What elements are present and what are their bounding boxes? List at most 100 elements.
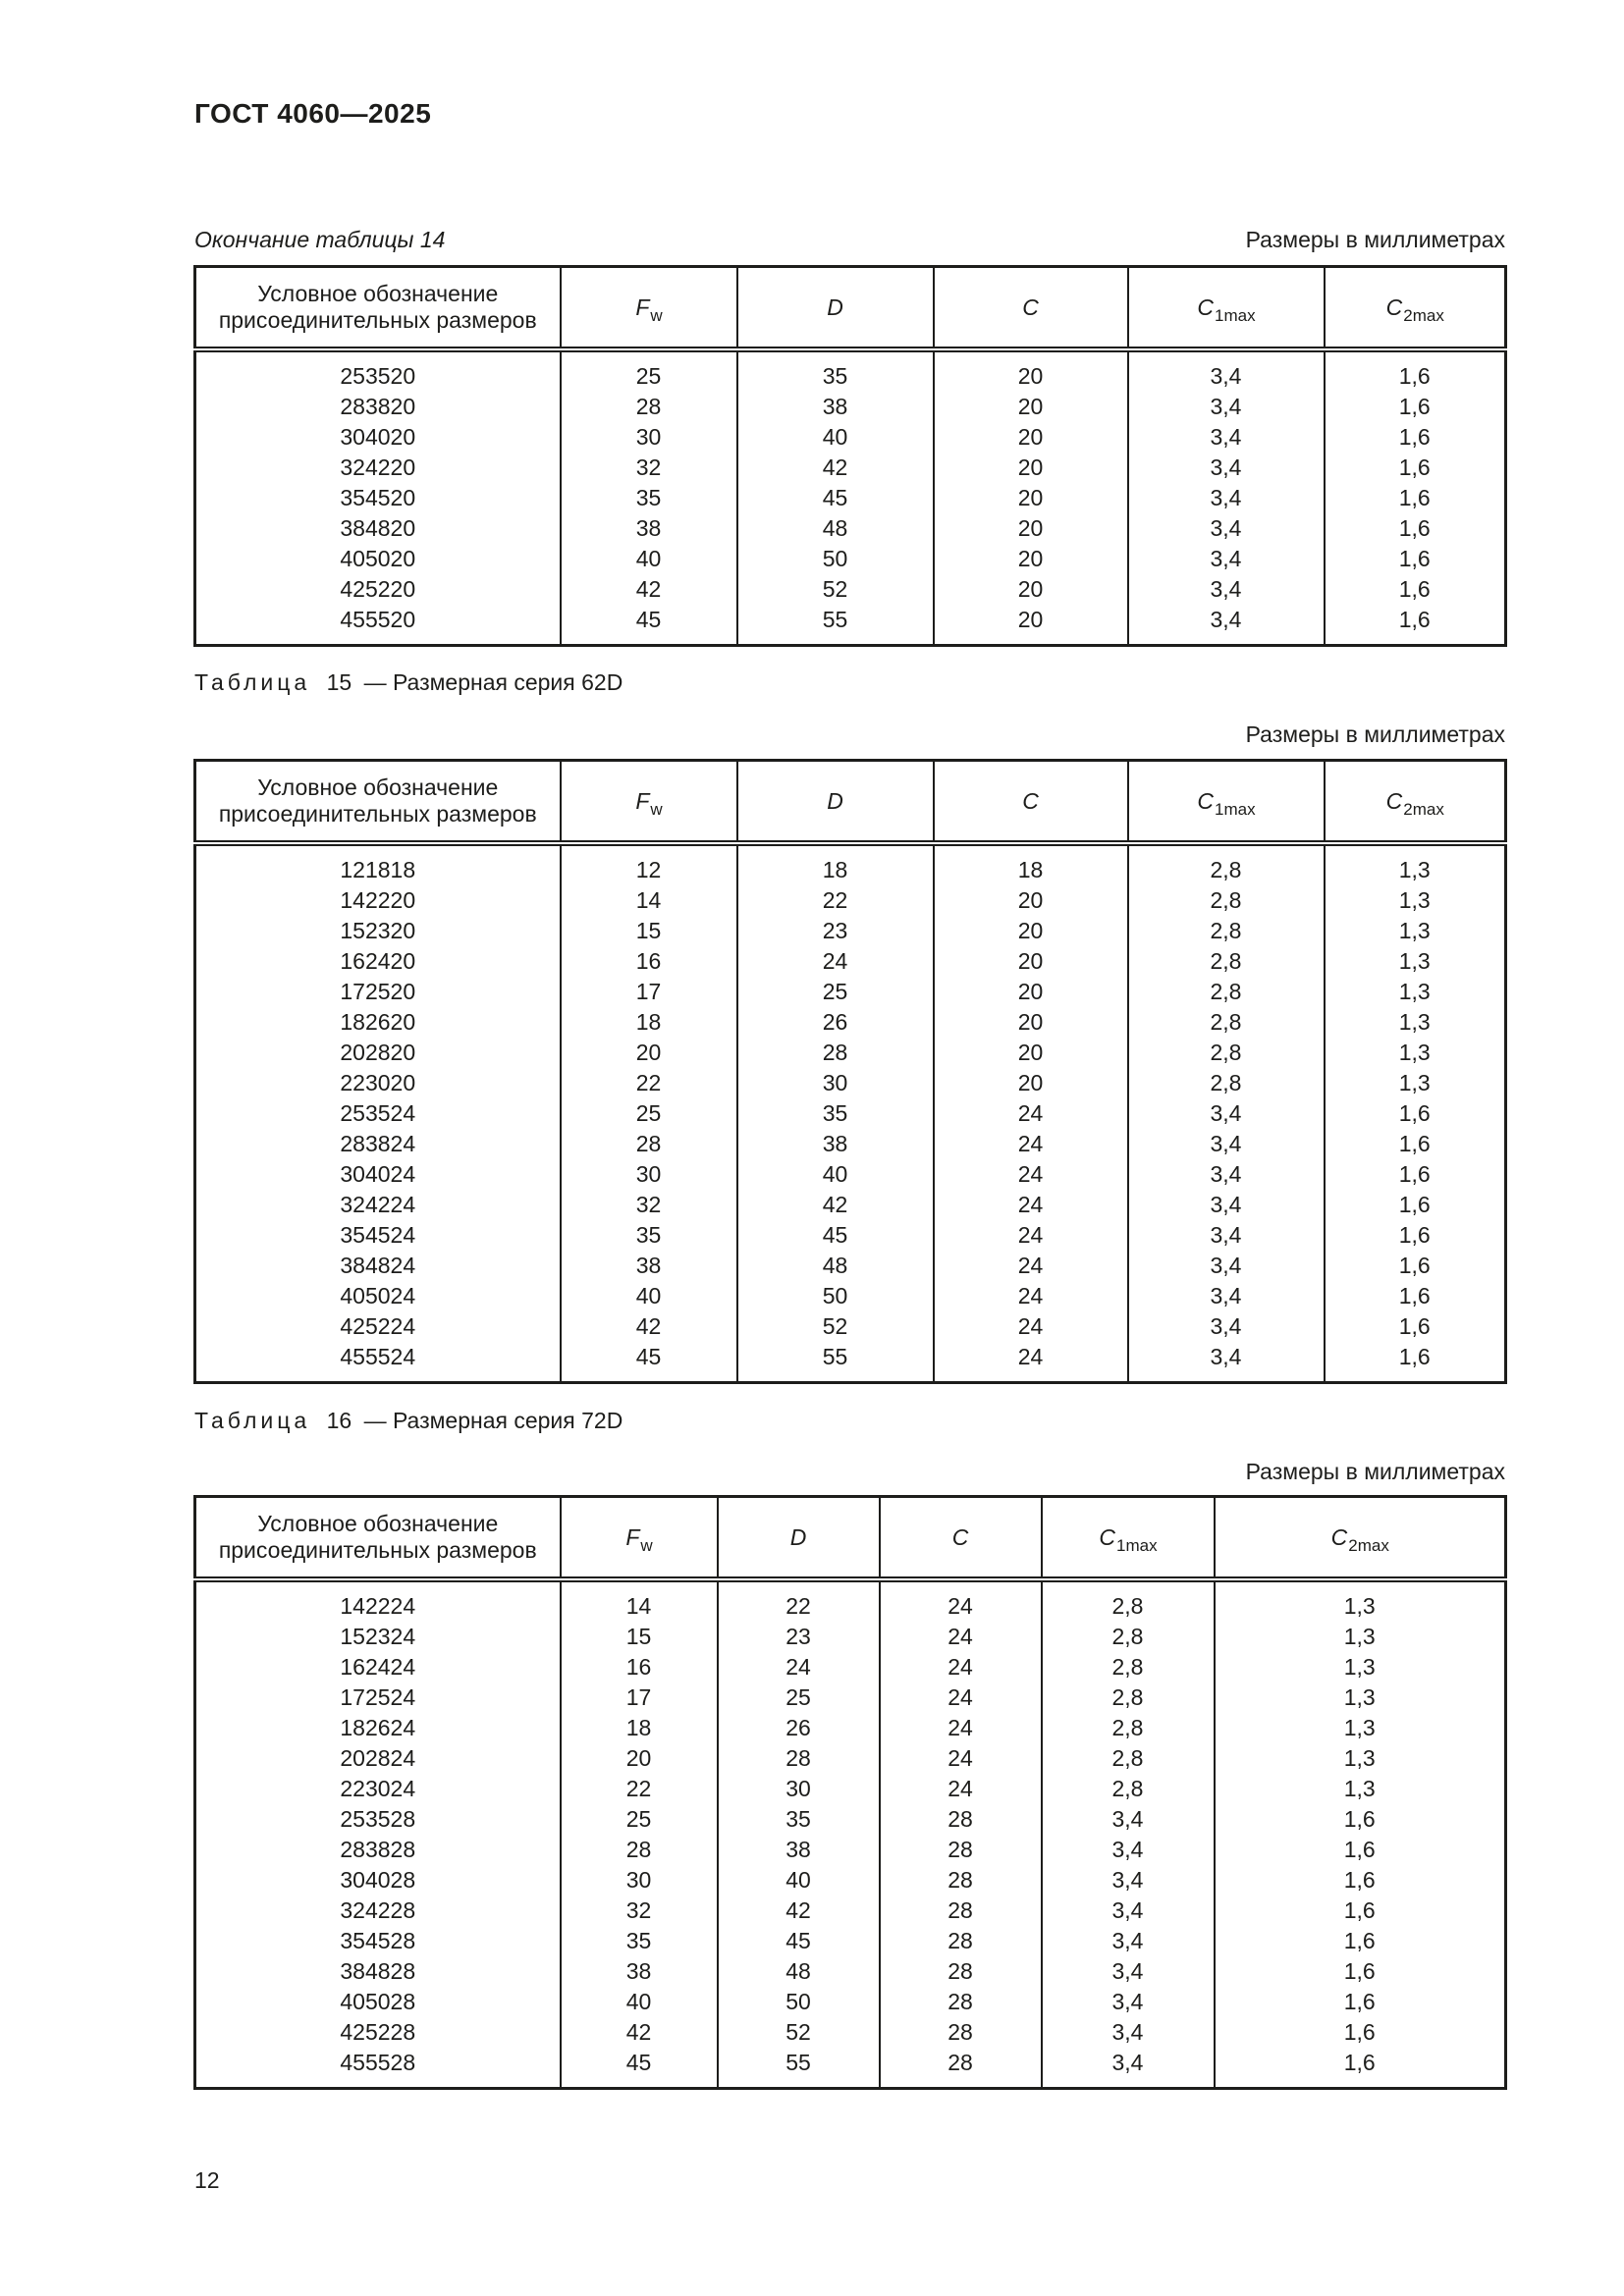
table-cell: 1,3 (1323, 885, 1507, 916)
table-cell: 384820 (193, 513, 562, 544)
table-cell: 38 (735, 392, 935, 422)
table-cell: 25 (716, 1682, 881, 1713)
table-cell: 304020 (193, 422, 562, 453)
table-cell: 3,4 (1040, 1804, 1216, 1835)
table-14-body: 253520 25 35 20 3,4 1,6 283820 28 38 20 3,4 1,6 3040… (193, 349, 1507, 646)
table-cell: 1,6 (1323, 513, 1507, 544)
table-cell: 38 (716, 1835, 881, 1865)
table-cell: 20 (932, 574, 1129, 605)
table-cell: 3,4 (1126, 544, 1326, 574)
table-cell: 20 (932, 453, 1129, 483)
table-cell: 25 (735, 977, 935, 1007)
table-cell: 45 (716, 1926, 881, 1956)
table-cell: 18 (735, 843, 935, 885)
table-row: 405028 40 50 28 3,4 1,6 (193, 1987, 1507, 2017)
table-cell: 32 (559, 453, 738, 483)
table-row: 324224 32 42 24 3,4 1,6 (193, 1190, 1507, 1220)
table-cell: 3,4 (1126, 1098, 1326, 1129)
table-cell: 3,4 (1040, 1926, 1216, 1956)
table-cell: 405024 (193, 1281, 562, 1311)
column-header-d: D (735, 266, 935, 352)
table-cell: 455524 (193, 1342, 562, 1383)
table15-caption-number: 15 (326, 669, 352, 695)
column-header-designation: Условное обозначение присоединительных р… (193, 266, 562, 352)
table-cell: 1,3 (1213, 1713, 1507, 1743)
column-header-d: D (716, 1496, 881, 1582)
table-cell: 28 (878, 1926, 1043, 1956)
table-cell: 2,8 (1126, 1038, 1326, 1068)
table-cell: 425220 (193, 574, 562, 605)
table-cell: 40 (559, 1281, 738, 1311)
table-cell: 354524 (193, 1220, 562, 1251)
table-cell: 30 (735, 1068, 935, 1098)
table-cell: 3,4 (1126, 483, 1326, 513)
table-cell: 1,3 (1213, 1774, 1507, 1804)
table-cell: 1,6 (1323, 1190, 1507, 1220)
table-cell: 202824 (193, 1743, 562, 1774)
column-header-c: C (932, 266, 1129, 352)
table-row: 121818 12 18 18 2,8 1,3 (193, 843, 1507, 885)
table-cell: 35 (559, 483, 738, 513)
table-cell: 3,4 (1126, 1251, 1326, 1281)
table-cell: 55 (735, 1342, 935, 1383)
table-cell: 17 (559, 1682, 719, 1713)
table-cell: 3,4 (1126, 1159, 1326, 1190)
table-cell: 1,6 (1323, 483, 1507, 513)
table-cell: 35 (559, 1926, 719, 1956)
table-cell: 3,4 (1040, 1835, 1216, 1865)
table-cell: 24 (878, 1652, 1043, 1682)
table-cell: 405028 (193, 1987, 562, 2017)
table-cell: 2,8 (1126, 946, 1326, 977)
table-cell: 22 (559, 1068, 738, 1098)
table-cell: 1,6 (1213, 1987, 1507, 2017)
table-cell: 283820 (193, 392, 562, 422)
table-row: 223024 22 30 24 2,8 1,3 (193, 1774, 1507, 1804)
units-note: Размеры в миллиметрах (1245, 1459, 1505, 1484)
table-cell: 425224 (193, 1311, 562, 1342)
table-cell: 1,3 (1323, 1007, 1507, 1038)
table-cell: 20 (932, 513, 1129, 544)
table-cell: 3,4 (1126, 1281, 1326, 1311)
table-cell: 1,6 (1323, 605, 1507, 646)
table-cell: 223020 (193, 1068, 562, 1098)
table-cell: 38 (559, 1956, 719, 1987)
table-cell: 16 (559, 1652, 719, 1682)
table-cell: 1,6 (1323, 422, 1507, 453)
table-cell: 24 (878, 1622, 1043, 1652)
table-cell: 24 (878, 1743, 1043, 1774)
table-cell: 3,4 (1126, 1342, 1326, 1383)
table-cell: 384824 (193, 1251, 562, 1281)
table-cell: 35 (716, 1804, 881, 1835)
table-cell: 3,4 (1126, 605, 1326, 646)
table-cell: 32 (559, 1190, 738, 1220)
table-cell: 172520 (193, 977, 562, 1007)
table-cell: 2,8 (1126, 1007, 1326, 1038)
table-cell: 40 (716, 1865, 881, 1896)
table-cell: 25 (559, 1098, 738, 1129)
table-cell: 324220 (193, 453, 562, 483)
table-row: 202824 20 28 24 2,8 1,3 (193, 1743, 1507, 1774)
table-cell: 42 (735, 1190, 935, 1220)
table-cell: 1,6 (1323, 392, 1507, 422)
table-cell: 1,6 (1323, 574, 1507, 605)
table-row: 182624 18 26 24 2,8 1,3 (193, 1713, 1507, 1743)
table-cell: 3,4 (1040, 2048, 1216, 2089)
table-cell: 1,6 (1213, 1896, 1507, 1926)
table-cell: 24 (878, 1579, 1043, 1622)
table-row: 425220 42 52 20 3,4 1,6 (193, 574, 1507, 605)
table-cell: 14 (559, 1579, 719, 1622)
table-cell: 22 (716, 1579, 881, 1622)
table-cell: 24 (932, 1098, 1129, 1129)
table-cell: 384828 (193, 1956, 562, 1987)
table-cell: 45 (559, 2048, 719, 2089)
table-cell: 162424 (193, 1652, 562, 1682)
table-cell: 12 (559, 843, 738, 885)
table-row: 405020 40 50 20 3,4 1,6 (193, 544, 1507, 574)
table16-caption-number: 16 (326, 1408, 352, 1433)
table-cell: 425228 (193, 2017, 562, 2048)
table-cell: 455520 (193, 605, 562, 646)
table-cell: 20 (932, 916, 1129, 946)
table-cell: 24 (932, 1281, 1129, 1311)
table-cell: 20 (932, 885, 1129, 916)
table-cell: 28 (878, 1896, 1043, 1926)
